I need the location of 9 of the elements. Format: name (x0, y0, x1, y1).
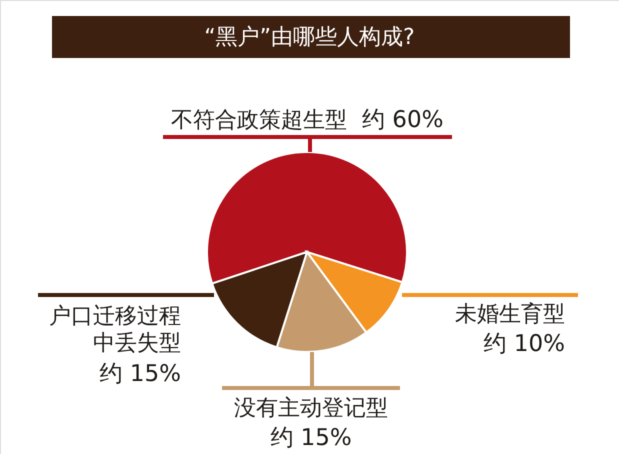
chart-title: “黑户”由哪些人构成? (204, 25, 415, 50)
data-label: 约 10% (484, 331, 565, 357)
slice-label: 户口迁移过程中丢失型 (49, 304, 181, 356)
data-label: 约 60% (362, 107, 444, 133)
slice-label: 没有主动登记型 (234, 396, 388, 421)
data-label: 约 15% (100, 361, 181, 387)
slice-label: 不符合政策超生型 (171, 108, 347, 133)
data-label: 约 15% (270, 425, 352, 451)
slice-label: 未婚生育型 (455, 301, 565, 327)
